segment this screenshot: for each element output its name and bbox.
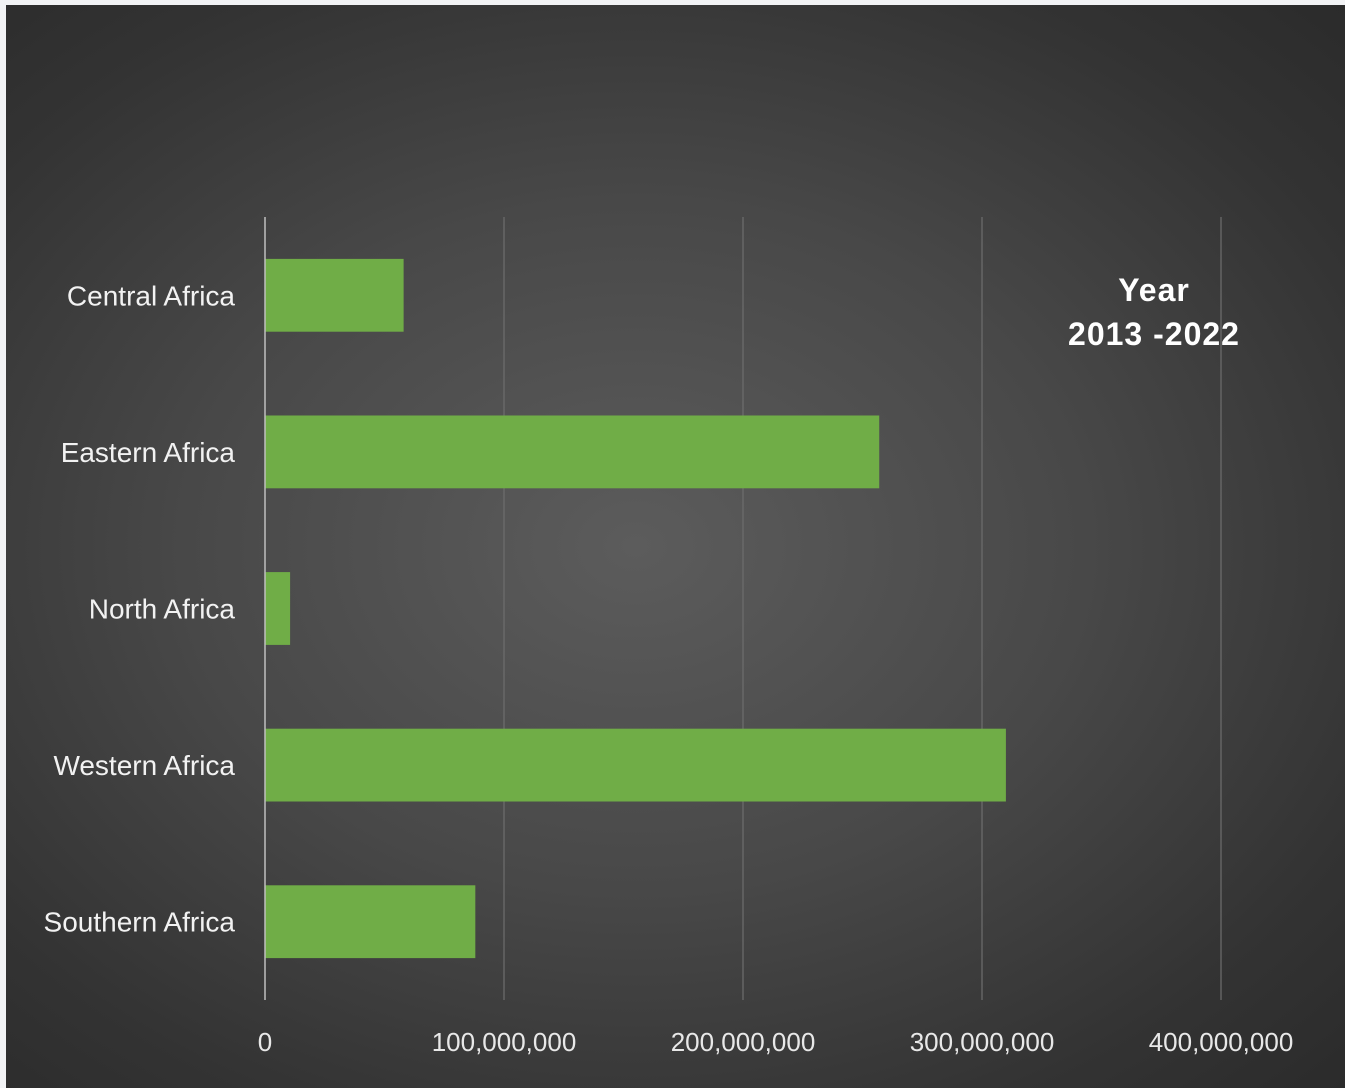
- bar-southern-africa: [265, 885, 476, 959]
- category-label-north-africa: North Africa: [89, 594, 236, 625]
- category-label-southern-africa: Southern Africa: [44, 907, 236, 938]
- x-tick-label-0: 0: [258, 1027, 272, 1057]
- annotation-line-1: Year: [1118, 272, 1190, 308]
- x-tick-label-3: 300,000,000: [910, 1027, 1055, 1057]
- bar-western-africa: [265, 728, 1006, 802]
- category-label-eastern-africa: Eastern Africa: [61, 437, 236, 468]
- bar-north-africa: [265, 572, 291, 645]
- category-label-central-africa: Central Africa: [67, 280, 235, 311]
- x-tick-label-4: 400,000,000: [1149, 1027, 1294, 1057]
- bar-eastern-africa: [265, 415, 880, 489]
- bar-chart: Central Africa Eastern Africa North Africa…: [44, 217, 1294, 1057]
- x-tick-label-1: 100,000,000: [432, 1027, 577, 1057]
- x-tick-label-2: 200,000,000: [671, 1027, 816, 1057]
- bar-central-africa: [265, 258, 404, 332]
- chart-area: Central Africa Eastern Africa North Africa…: [6, 5, 1345, 1088]
- category-label-western-africa: Western Africa: [53, 750, 235, 781]
- annotation-line-2: 2013 -2022: [1068, 316, 1240, 352]
